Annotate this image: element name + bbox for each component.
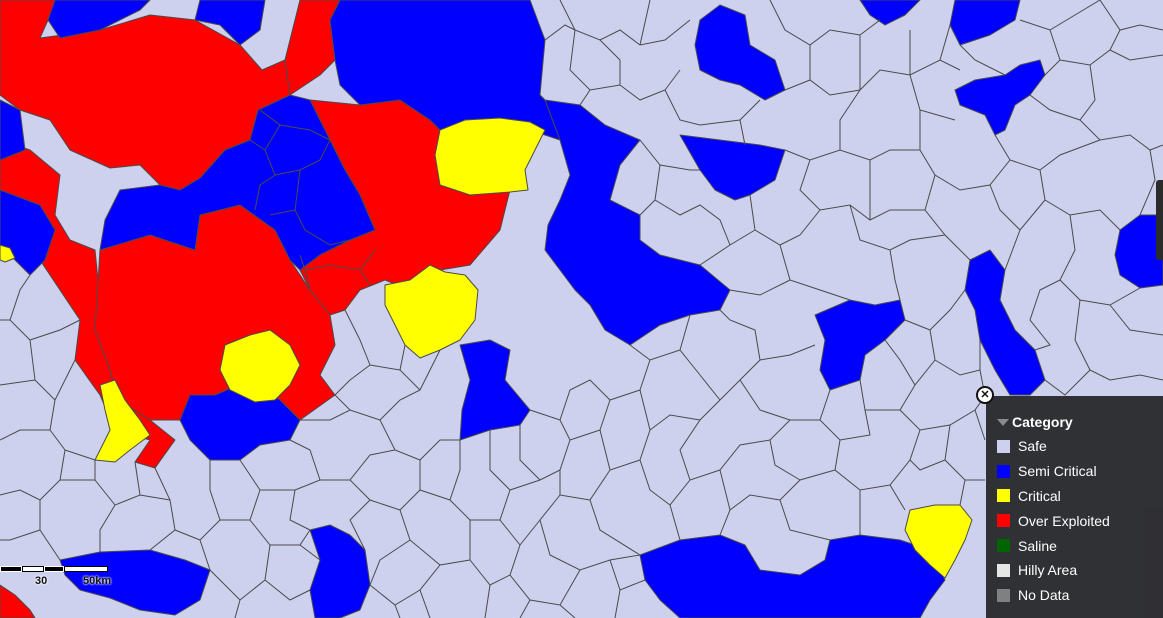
legend-item-critical: Critical (997, 484, 1163, 509)
legend-swatch (997, 489, 1010, 503)
red-region-south-corner (0, 584, 36, 618)
legend-item-over-exploited: Over Exploited (997, 508, 1163, 533)
blue-region-northwest (47, 0, 151, 39)
blue-region-south-mid (309, 524, 371, 618)
scale-bar-segment-1 (0, 566, 22, 572)
yellow-region-south (219, 329, 301, 403)
scale-bar-segment-4 (64, 566, 108, 572)
legend-item-hilly-area: Hilly Area (997, 558, 1163, 583)
blue-region-east-center (814, 299, 906, 391)
legend-swatch (997, 588, 1010, 602)
critical-regions[interactable] (0, 117, 973, 579)
legend-swatch (997, 514, 1010, 528)
legend-item-safe: Safe (997, 434, 1163, 459)
scale-bar-segment-2 (22, 566, 44, 572)
close-icon[interactable]: ✕ (976, 386, 994, 404)
legend-swatch (997, 464, 1010, 478)
legend-swatch (997, 439, 1010, 453)
legend-item-saline: Saline (997, 533, 1163, 558)
blue-region-northeast-2 (679, 134, 786, 201)
yellow-region-center (384, 264, 479, 359)
legend-label: Critical (1018, 487, 1061, 504)
scale-label-mid: 30 (35, 575, 48, 587)
blue-region-south-east-belt (639, 534, 946, 618)
yellow-region-southwest (94, 379, 151, 463)
legend-label: Safe (1018, 438, 1047, 455)
triangle-down-icon (997, 418, 1009, 426)
scale-bar: 30 50km (0, 566, 120, 590)
legend-label: Hilly Area (1018, 562, 1078, 579)
legend-label: Semi Critical (1018, 463, 1097, 480)
legend-swatch (997, 539, 1010, 553)
blue-region-west-edge (0, 99, 26, 161)
legend-label: Over Exploited (1018, 512, 1110, 529)
legend-swatch (997, 563, 1010, 577)
blue-region-northcenter (194, 0, 266, 46)
blue-region-mid (99, 94, 376, 271)
blue-region-far-east (1114, 214, 1163, 289)
yellow-region-west-dot (0, 244, 16, 263)
legend-label: Saline (1018, 537, 1057, 554)
legend-item-semi-critical: Semi Critical (997, 459, 1163, 484)
yellow-region-southeast (904, 504, 973, 579)
scale-bar-segment-3 (44, 566, 64, 572)
legend-label: No Data (1018, 587, 1070, 604)
yellow-region-north (434, 117, 546, 196)
blue-region-far-north (859, 0, 921, 26)
side-panel-handle[interactable] (1156, 180, 1163, 260)
scale-label-end: 50km (83, 575, 112, 587)
legend-panel: ✕ Category Safe Semi Critical Critical O… (976, 386, 1163, 618)
blue-region-east-strip (964, 249, 1046, 396)
blue-region-northeast-1 (694, 4, 786, 101)
legend-toggle[interactable]: Category (997, 414, 1163, 430)
legend-item-no-data: No Data (997, 583, 1163, 608)
legend-title: Category (1012, 414, 1073, 430)
